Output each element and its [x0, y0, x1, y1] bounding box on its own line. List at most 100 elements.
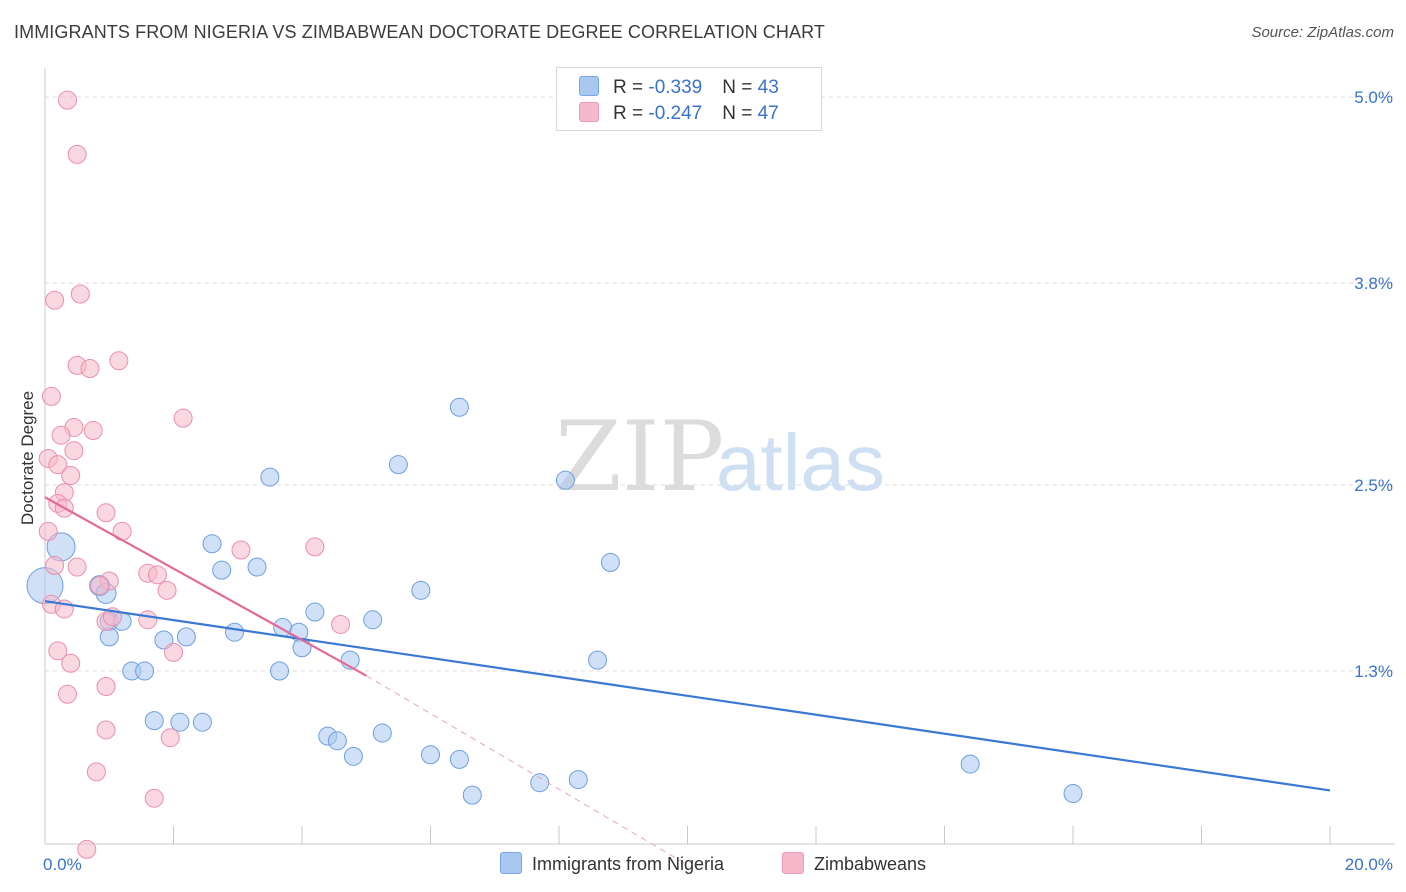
- zimbabwe-point: [57, 684, 77, 704]
- y-tick-label: 3.8%: [1354, 274, 1393, 293]
- legend-item-zimbabwe[interactable]: Zimbabweans: [782, 852, 926, 875]
- legend-swatch-nigeria: [500, 852, 522, 874]
- legend-swatch-zimbabwe: [579, 102, 599, 122]
- series-legend: Immigrants from Nigeria Zimbabweans: [0, 852, 1406, 878]
- legend-label: Immigrants from Nigeria: [532, 854, 725, 874]
- zimbabwe-point: [144, 788, 164, 808]
- source-label: Source: ZipAtlas.com: [1251, 24, 1394, 41]
- grid-lines: [45, 96, 1395, 672]
- zimbabwe-trend-line: [44, 496, 367, 677]
- zimbabwe-point: [164, 642, 183, 662]
- legend-swatch-zimbabwe: [782, 852, 804, 874]
- zimbabwe-point: [45, 556, 65, 576]
- nigeria-point: [305, 602, 325, 622]
- zimbabwe-point: [48, 455, 68, 475]
- trend-lines: [44, 496, 1331, 866]
- nigeria-point: [449, 749, 469, 769]
- zimbabwe-point: [64, 441, 84, 461]
- zimbabwe-point: [61, 466, 81, 486]
- legend-r-value: -0.339: [648, 77, 703, 98]
- nigeria-point: [144, 711, 164, 731]
- zimbabwe-point: [80, 358, 100, 378]
- legend-r-label: R =: [613, 77, 649, 98]
- y-tick-label: 2.5%: [1354, 476, 1393, 495]
- correlation-legend: R = -0.339 N = 43 R = -0.247 N = 47: [556, 67, 822, 131]
- nigeria-point: [343, 746, 363, 766]
- zimbabwe-point: [38, 521, 58, 541]
- x-tick-label: 20.0%: [1345, 855, 1393, 874]
- zimbabwe-point: [160, 728, 180, 748]
- legend-n-label: N =: [722, 77, 758, 98]
- nigeria-point: [292, 638, 312, 658]
- nigeria-point: [363, 610, 383, 630]
- nigeria-trend-line: [44, 600, 1331, 792]
- legend-n-value: 47: [757, 103, 779, 124]
- nigeria-point: [327, 731, 347, 751]
- watermark-atlas: atlas: [716, 418, 885, 507]
- zimbabwe-point: [45, 290, 65, 310]
- nigeria-point: [270, 661, 290, 681]
- nigeria-point: [225, 622, 245, 642]
- zimbabwe-point: [96, 720, 116, 740]
- watermark: ZIP atlas: [555, 401, 885, 513]
- zimbabwe-point: [70, 284, 90, 304]
- nigeria-point: [247, 557, 267, 577]
- nigeria-point: [421, 745, 440, 765]
- legend-row-nigeria: R = -0.339 N = 43: [579, 76, 779, 100]
- zimbabwe-trend-line: [365, 675, 688, 866]
- nigeria-point: [388, 455, 408, 475]
- nigeria-point: [212, 560, 232, 580]
- legend-r-label: R =: [613, 103, 649, 124]
- nigeria-point: [588, 650, 608, 670]
- zimbabwe-point: [173, 408, 193, 428]
- zimbabwe-point: [48, 641, 68, 661]
- zimbabwe-point: [67, 557, 87, 577]
- nigeria-point: [960, 754, 980, 774]
- zimbabwe-point: [305, 537, 325, 557]
- nigeria-point: [192, 712, 212, 732]
- zimbabwe-point: [86, 762, 106, 782]
- nigeria-point: [135, 661, 155, 681]
- zimbabwe-point: [331, 614, 351, 634]
- nigeria-point: [411, 580, 431, 600]
- legend-r-value: -0.247: [648, 103, 703, 124]
- zimbabwe-point: [231, 540, 251, 560]
- legend-n-label: N =: [722, 103, 758, 124]
- y-tick-label: 5.0%: [1354, 88, 1393, 107]
- zimbabwe-point: [77, 839, 97, 859]
- nigeria-point: [260, 467, 280, 487]
- zimbabwe-point: [109, 351, 129, 371]
- data-points: [26, 90, 1083, 859]
- zimbabwe-point: [90, 576, 110, 596]
- watermark-zip: ZIP: [555, 401, 724, 513]
- y-axis-label: Doctorate Degree: [18, 391, 37, 525]
- nigeria-point: [449, 397, 469, 417]
- legend-n-value: 43: [757, 77, 779, 98]
- legend-label: Zimbabweans: [814, 854, 927, 874]
- zimbabwe-point: [41, 386, 61, 406]
- nigeria-point: [462, 785, 482, 805]
- zimbabwe-point: [61, 653, 81, 673]
- zimbabwe-point: [51, 425, 71, 445]
- nigeria-point: [555, 470, 575, 490]
- nigeria-point: [372, 723, 392, 743]
- nigeria-point: [170, 712, 190, 732]
- y-tick-label: 1.3%: [1354, 662, 1393, 681]
- zimbabwe-point: [57, 90, 77, 110]
- nigeria-point: [530, 773, 550, 793]
- zimbabwe-point: [157, 580, 177, 600]
- nigeria-point: [202, 534, 222, 554]
- nigeria-point: [568, 770, 588, 790]
- zimbabwe-point: [96, 503, 116, 523]
- legend-row-zimbabwe: R = -0.247 N = 47: [579, 102, 779, 126]
- zimbabwe-point: [67, 144, 87, 164]
- zimbabwe-point: [147, 565, 167, 585]
- nigeria-point: [1063, 784, 1083, 804]
- zimbabwe-point: [138, 610, 158, 630]
- x-tick-label: 0.0%: [43, 855, 82, 874]
- zimbabwe-point: [96, 677, 116, 697]
- nigeria-point: [99, 627, 119, 647]
- tick-labels: 5.0% 3.8% 2.5% 1.3% 0.0% 20.0%: [43, 88, 1393, 874]
- legend-item-nigeria[interactable]: Immigrants from Nigeria: [500, 852, 724, 875]
